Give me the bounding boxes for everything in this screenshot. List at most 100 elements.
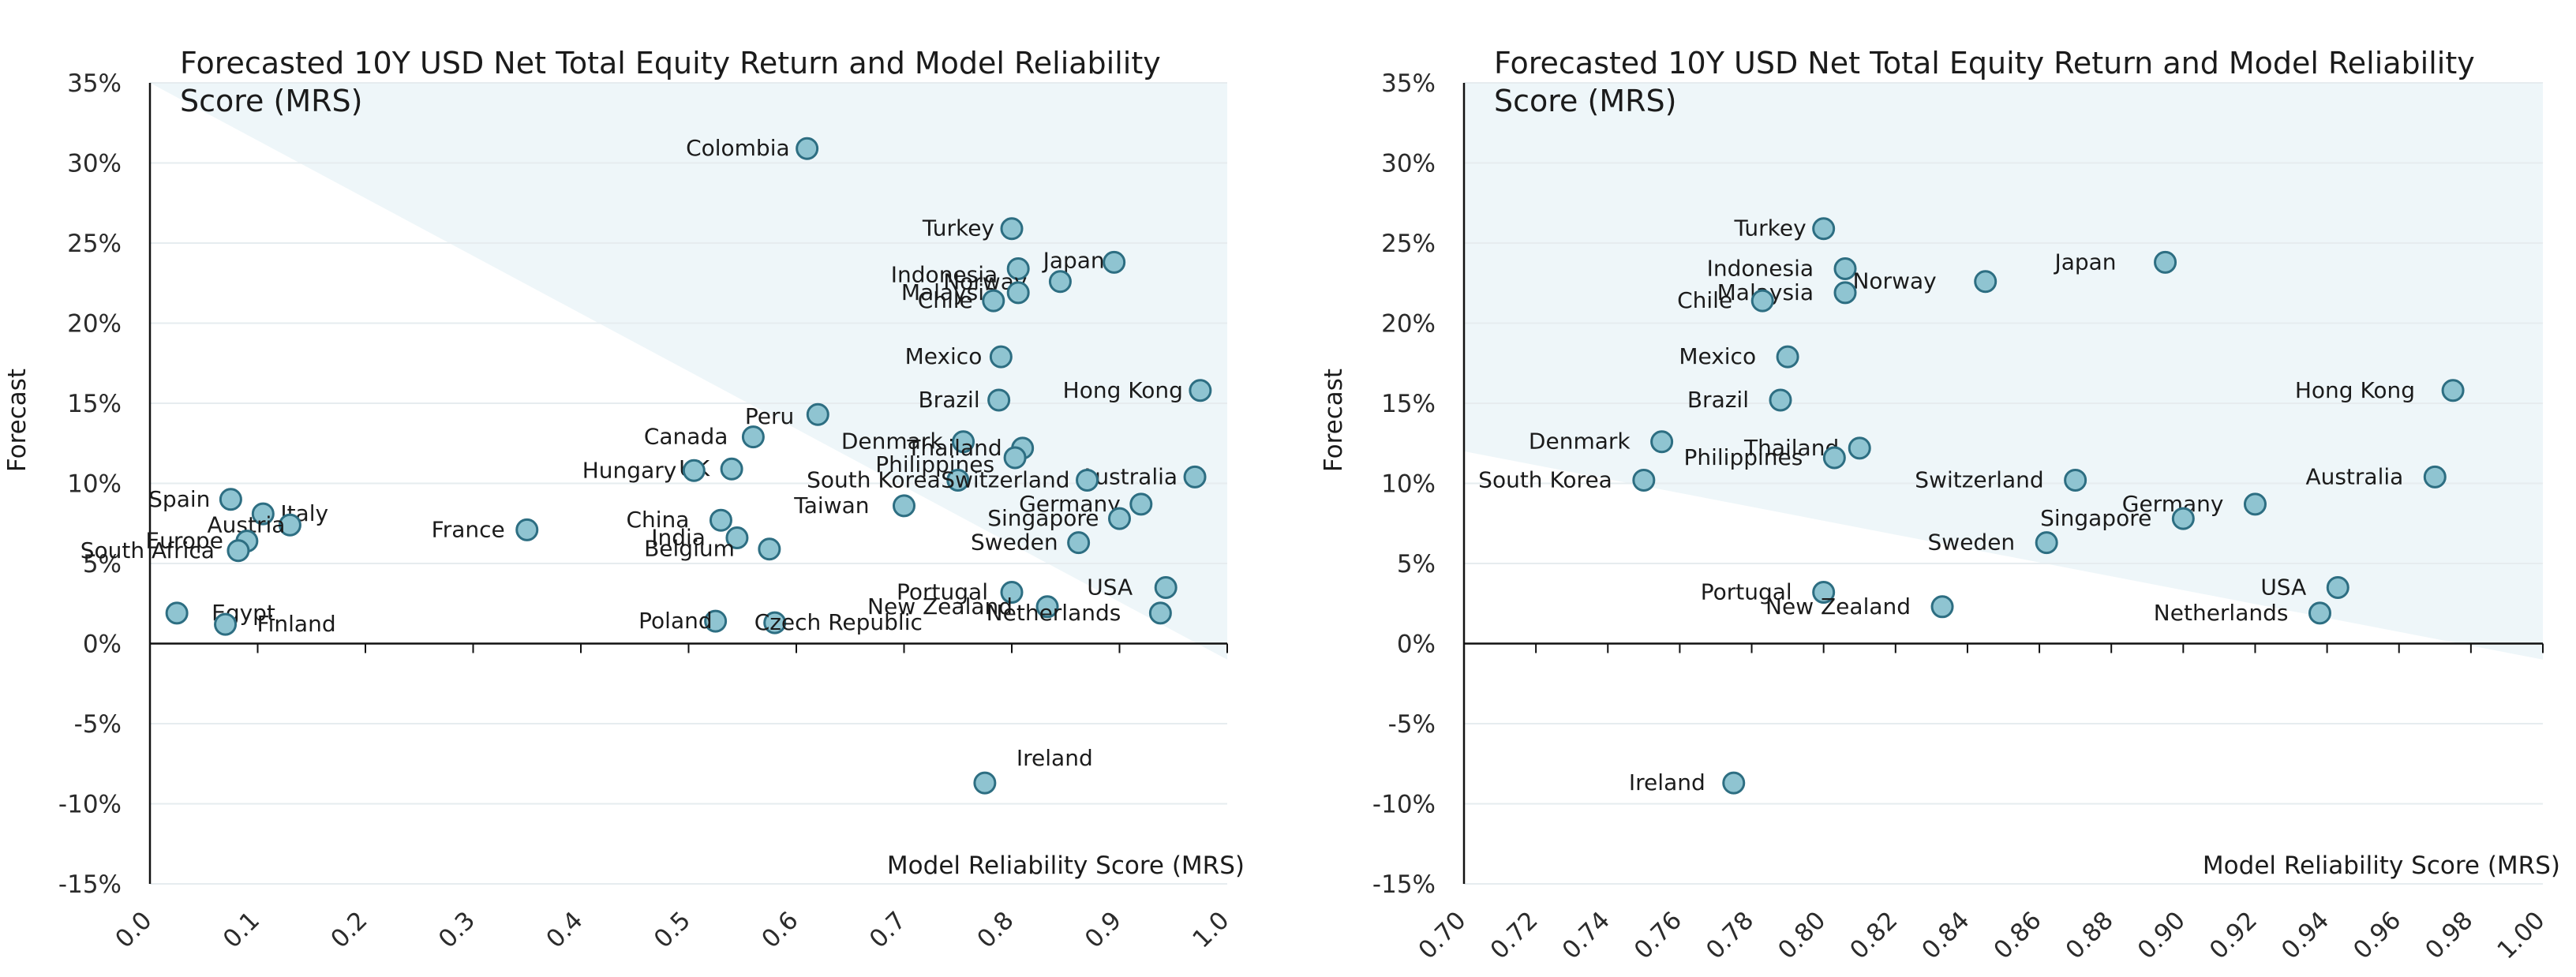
- point-label: Chile: [1677, 287, 1732, 313]
- point-label: South Africa: [80, 537, 215, 563]
- y-tick-label: -10%: [58, 791, 122, 819]
- chart-title: Score (MRS): [180, 84, 362, 118]
- x-tick-label: 0.86: [1988, 906, 2046, 964]
- x-tick-label: 0.78: [1701, 906, 1759, 964]
- x-axis-label: Model Reliability Score (MRS): [2203, 852, 2560, 880]
- y-tick-label: 10%: [1381, 470, 1436, 499]
- data-point: [1812, 581, 1836, 605]
- point-label: Ireland: [1629, 769, 1705, 795]
- x-tick-label: 0.8: [972, 906, 1019, 953]
- data-point: [2035, 531, 2058, 555]
- y-tick-label: 25%: [67, 230, 122, 258]
- y-tick-label: -15%: [1372, 870, 1436, 899]
- point-label: Turkey: [1734, 215, 1807, 241]
- point-label: Denmark: [841, 429, 943, 455]
- data-point: [1769, 388, 1792, 412]
- y-tick-label: -5%: [1388, 710, 1436, 739]
- point-label: Norway: [1852, 268, 1936, 294]
- chart-title: Forecasted 10Y USD Net Total Equity Retu…: [1494, 46, 2475, 80]
- point-label: Sweden: [971, 530, 1058, 556]
- data-point: [1148, 601, 1172, 625]
- point-label: Ireland: [1017, 745, 1093, 771]
- x-tick-label: 0.7: [864, 906, 912, 953]
- point-label: Spain: [148, 486, 210, 512]
- x-tick-label: 0.90: [2132, 906, 2191, 964]
- point-label: India: [651, 525, 706, 551]
- point-label: Belgium: [644, 536, 735, 562]
- point-label: France: [432, 516, 505, 542]
- y-tick-label: 35%: [67, 69, 122, 98]
- x-tick-label: 0.94: [2276, 906, 2334, 964]
- data-point: [973, 771, 997, 795]
- shaded-region: [150, 83, 1227, 660]
- x-tick-label: 0.98: [2420, 906, 2478, 964]
- y-axis-label: Forecast: [3, 369, 32, 472]
- data-point: [893, 494, 915, 518]
- point-label: Switzerland: [1915, 466, 2043, 492]
- x-tick-label: 0.72: [1485, 906, 1544, 964]
- data-point: [1930, 595, 1954, 619]
- data-point: [682, 459, 706, 482]
- data-point: [709, 508, 732, 532]
- data-point: [1003, 446, 1027, 470]
- point-label: Hong Kong: [1063, 377, 1183, 403]
- data-point: [2326, 575, 2349, 599]
- point-label: Germany: [1019, 491, 1121, 517]
- point-label: USA: [2260, 574, 2306, 600]
- x-tick-label: 0.2: [325, 906, 373, 953]
- y-tick-label: 35%: [1381, 69, 1436, 98]
- y-tick-label: 15%: [67, 390, 122, 418]
- point-label: Portugal: [1701, 579, 1792, 605]
- point-label: Colombia: [686, 135, 790, 161]
- data-point: [946, 468, 970, 492]
- x-tick-label: 0.84: [1916, 906, 1975, 964]
- data-point: [1183, 465, 1207, 488]
- x-tick-label: 0.5: [649, 906, 696, 953]
- x-tick-label: 0.76: [1629, 906, 1687, 964]
- point-label: Japan: [2053, 249, 2116, 275]
- point-label: Netherlands: [2154, 600, 2289, 626]
- point-label: Mexico: [1679, 343, 1756, 369]
- data-point: [725, 526, 749, 550]
- data-point: [2154, 250, 2177, 274]
- data-point: [214, 612, 238, 636]
- y-axis-label: Forecast: [1320, 369, 1348, 472]
- data-point: [1812, 217, 1836, 241]
- data-point: [1650, 430, 1674, 454]
- point-label: Indonesia: [1707, 255, 1814, 281]
- y-tick-label: 5%: [1397, 550, 1436, 578]
- data-point: [278, 513, 301, 537]
- x-tick-label: 0.96: [2348, 906, 2406, 964]
- chart-title: Forecasted 10Y USD Net Total Equity Retu…: [180, 46, 1161, 80]
- point-label: Taiwan: [793, 492, 869, 518]
- x-tick-label: 1.00: [2492, 906, 2550, 964]
- data-point: [1776, 345, 1799, 369]
- point-label: Germany: [2122, 491, 2224, 517]
- point-label: Netherlands: [987, 600, 1121, 626]
- y-tick-label: 15%: [1381, 390, 1436, 418]
- data-point: [2423, 465, 2447, 488]
- data-point: [1833, 256, 1857, 280]
- data-point: [704, 609, 728, 633]
- data-point: [1974, 270, 1998, 294]
- data-point: [720, 457, 743, 481]
- point-label: Singapore: [987, 505, 1099, 531]
- data-point: [952, 430, 975, 454]
- y-tick-label: -15%: [58, 870, 122, 899]
- chart-panel-1: -15% -10% -5% 0% 5% 10% 15% 20% 25% 30% 35% 0.0 0.1 0…: [3, 46, 1245, 954]
- point-label: Indonesia: [891, 261, 998, 287]
- data-point: [1000, 217, 1024, 241]
- point-label: Peru: [745, 403, 794, 429]
- point-label: Turkey: [922, 215, 994, 241]
- data-point: [2064, 468, 2087, 492]
- data-point: [1108, 507, 1131, 530]
- x-tick-label: 0.4: [541, 906, 588, 953]
- point-label: New Zealand: [867, 593, 1013, 620]
- y-tick-label: 0%: [1397, 631, 1436, 659]
- data-point: [741, 425, 765, 449]
- point-label: Australia: [2305, 463, 2403, 489]
- x-tick-label: 0.3: [433, 906, 481, 953]
- data-point: [1006, 281, 1030, 305]
- data-point: [1848, 436, 1871, 460]
